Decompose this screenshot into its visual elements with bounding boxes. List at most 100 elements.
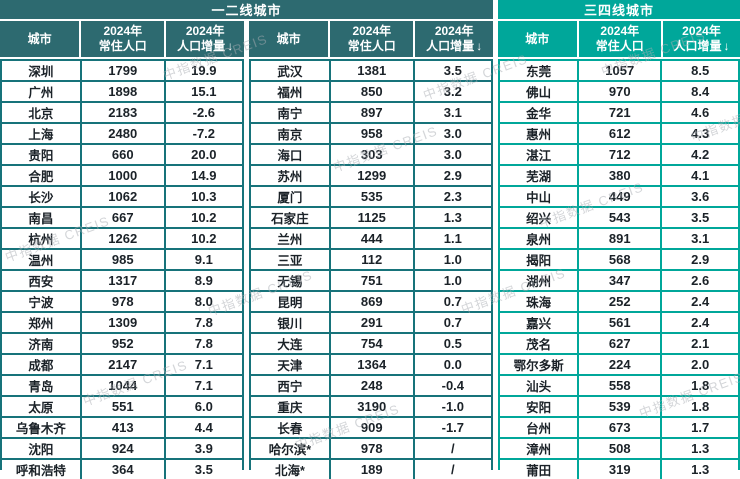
city-cell: 西安 — [2, 271, 80, 290]
growth-cell: -0.4 — [414, 376, 491, 395]
city-cell: 成都 — [2, 355, 80, 374]
growth-cell: 2.3 — [414, 187, 491, 206]
table-row: 乌鲁木齐 413 4.4 — [2, 418, 242, 437]
growth-label-text: 人口增量 — [177, 39, 226, 53]
growth-cell: 4.2 — [662, 145, 738, 164]
header-label: 2024年 — [103, 24, 143, 38]
population-cell: 539 — [579, 397, 661, 416]
population-cell: 508 — [579, 439, 661, 458]
growth-cell: 3.0 — [414, 124, 491, 143]
header-label: 2024年 — [185, 24, 225, 38]
growth-cell: 0.5 — [414, 334, 491, 353]
header-label: 常住人口 — [98, 39, 147, 53]
table-row: 天津 1364 0.0 — [251, 355, 491, 374]
population-cell: 112 — [330, 250, 413, 269]
city-cell: 湖州 — [500, 271, 578, 290]
sort-descending-icon: ↓ — [476, 39, 483, 53]
table-row: 长沙 1062 10.3 — [2, 187, 242, 206]
table-row: 台州 673 1.7 — [500, 418, 738, 437]
growth-label-text: 人口增量 — [673, 39, 722, 53]
table-row: 南宁 897 3.1 — [251, 103, 491, 122]
population-cell: 721 — [579, 103, 661, 122]
table-row: 东莞 1057 8.5 — [500, 61, 738, 80]
table-row: 西宁 248 -0.4 — [251, 376, 491, 395]
growth-cell: 3.5 — [662, 208, 738, 227]
table-row: 海口 303 3.0 — [251, 145, 491, 164]
city-cell: 银川 — [251, 313, 329, 332]
growth-cell: 3.2 — [414, 82, 491, 101]
growth-cell: / — [414, 439, 491, 458]
city-cell: 合肥 — [2, 166, 80, 185]
city-cell: 湛江 — [500, 145, 578, 164]
table-row: 湖州 347 2.6 — [500, 271, 738, 290]
growth-cell: 2.9 — [414, 166, 491, 185]
header-label: 2024年 — [352, 24, 392, 38]
growth-cell: 9.1 — [165, 250, 242, 269]
city-cell: 温州 — [2, 250, 80, 269]
column-header-population: 2024年 常住人口 — [330, 21, 414, 57]
population-cell: 568 — [579, 250, 661, 269]
growth-label-text: 人口增量 — [426, 39, 475, 53]
city-cell: 杭州 — [2, 229, 80, 248]
table-row: 苏州 1299 2.9 — [251, 166, 491, 185]
table-row: 深圳 1799 19.9 — [2, 61, 242, 80]
table-row: 西安 1317 8.9 — [2, 271, 242, 290]
header-label: 常住人口 — [595, 39, 644, 53]
table-row: 郑州 1309 7.8 — [2, 313, 242, 332]
growth-cell: 4.6 — [662, 103, 738, 122]
tier12-tables: 城市 2024年 常住人口 2024年 人口增量 ↓ 深圳 1799 19.9 广州 1898 15.… — [0, 21, 493, 479]
population-cell: 970 — [579, 82, 661, 101]
city-cell: 上海 — [2, 124, 80, 143]
city-cell: 贵阳 — [2, 145, 80, 164]
table-row: 兰州 444 1.1 — [251, 229, 491, 248]
table-row: 芜湖 380 4.1 — [500, 166, 738, 185]
table-row: 北京 2183 -2.6 — [2, 103, 242, 122]
table-row: 珠海 252 2.4 — [500, 292, 738, 311]
city-cell: 东莞 — [500, 61, 578, 80]
growth-cell: 10.2 — [165, 208, 242, 227]
population-cell: 1317 — [81, 271, 164, 290]
population-cell: 952 — [81, 334, 164, 353]
population-cell: 535 — [330, 187, 413, 206]
growth-cell: -1.0 — [414, 397, 491, 416]
growth-cell: 7.8 — [165, 313, 242, 332]
table-row: 汕头 558 1.8 — [500, 376, 738, 395]
growth-cell: 1.3 — [414, 208, 491, 227]
city-cell: 青岛 — [2, 376, 80, 395]
city-cell: 南宁 — [251, 103, 329, 122]
growth-cell: 2.9 — [662, 250, 738, 269]
table-row: 安阳 539 1.8 — [500, 397, 738, 416]
growth-cell: -1.7 — [414, 418, 491, 437]
table-header-row: 城市 2024年 常住人口 2024年 人口增量 ↓ — [498, 21, 740, 57]
growth-cell: 3.5 — [414, 61, 491, 80]
city-cell: 福州 — [251, 82, 329, 101]
growth-cell: 0.7 — [414, 313, 491, 332]
city-cell: 乌鲁木齐 — [2, 418, 80, 437]
city-cell: 金华 — [500, 103, 578, 122]
table-row: 嘉兴 561 2.4 — [500, 313, 738, 332]
tier34-subtable: 城市 2024年 常住人口 2024年 人口增量 ↓ 东莞 1057 8.5 佛山 970 8.4 金华… — [498, 21, 740, 479]
city-cell: 三亚 — [251, 250, 329, 269]
sort-descending-icon: ↓ — [723, 39, 730, 53]
column-header-growth: 2024年 人口增量 ↓ — [415, 21, 493, 57]
growth-cell: 4.1 — [662, 166, 738, 185]
population-cell: 1062 — [81, 187, 164, 206]
table-row: 宁波 978 8.0 — [2, 292, 242, 311]
city-cell: 沈阳 — [2, 439, 80, 458]
population-cell: 909 — [330, 418, 413, 437]
population-cell: 958 — [330, 124, 413, 143]
population-cell: 1000 — [81, 166, 164, 185]
city-cell: 揭阳 — [500, 250, 578, 269]
growth-cell: 1.0 — [414, 250, 491, 269]
column-header-population: 2024年 常住人口 — [578, 21, 662, 57]
population-cell: 891 — [579, 229, 661, 248]
header-label: 2024年 — [600, 24, 640, 38]
city-cell: 漳州 — [500, 439, 578, 458]
table-row: 广州 1898 15.1 — [2, 82, 242, 101]
population-cell: 667 — [81, 208, 164, 227]
growth-cell: 2.0 — [662, 355, 738, 374]
table-row: 茂名 627 2.1 — [500, 334, 738, 353]
tier12-group: 一二线城市 城市 2024年 常住人口 2024年 人口增量 ↓ 深圳 1799 19.9 广州 1… — [0, 0, 493, 479]
growth-cell: 10.3 — [165, 187, 242, 206]
